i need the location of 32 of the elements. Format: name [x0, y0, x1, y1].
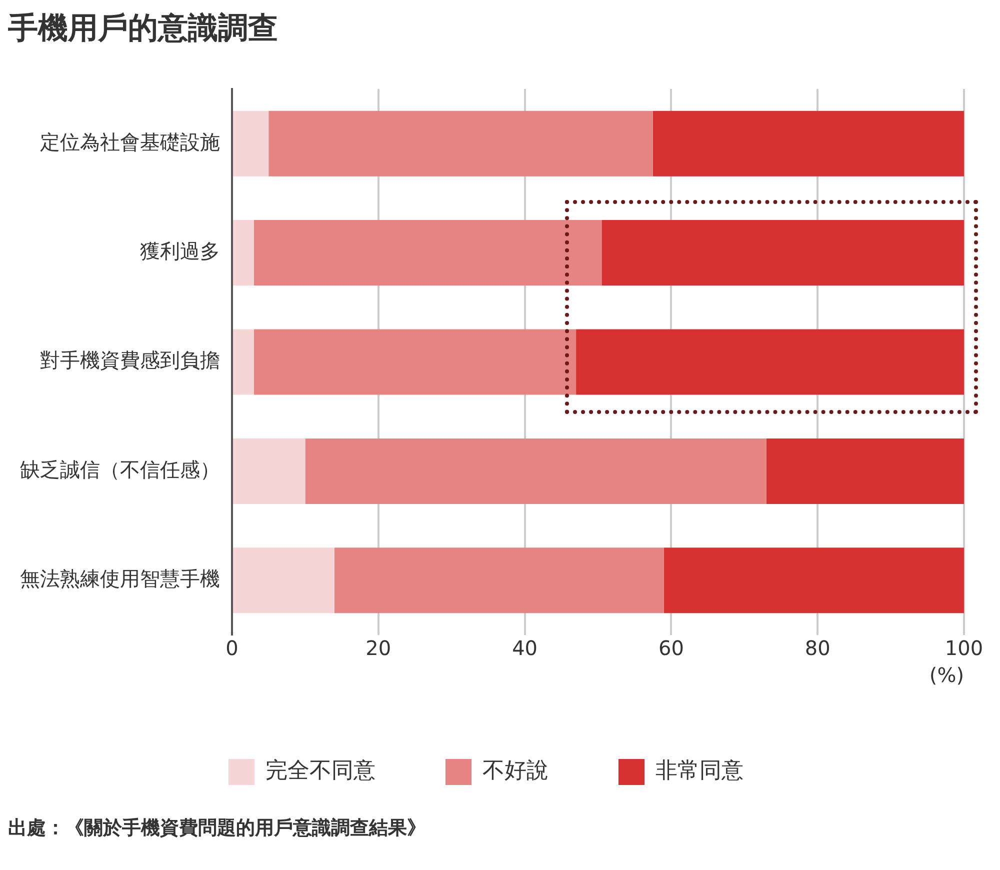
x-tick-label: 100 [944, 636, 984, 660]
bar [664, 548, 964, 614]
bar [233, 438, 306, 504]
x-tick-label: 60 [658, 636, 684, 660]
legend-label: 完全不同意 [266, 758, 376, 784]
x-axis-title: (%) [929, 663, 964, 688]
x-tick-label: 20 [366, 636, 392, 660]
y-tick-label: 獲利過多 [140, 239, 220, 264]
bar [576, 329, 964, 395]
bar [305, 438, 766, 504]
x-tick-label: 40 [512, 636, 538, 660]
legend-label: 非常同意 [656, 758, 744, 784]
bar [233, 329, 254, 395]
text: 出處：《關於手機資費問題的用戶意識調查結果》 [8, 816, 427, 841]
bar [233, 110, 269, 176]
y-tick-label: 對手機資費感到負擔 [40, 348, 220, 372]
bar [233, 220, 254, 286]
y-tick-label: 無法熟練使用智慧手機 [20, 566, 220, 591]
bar [334, 548, 664, 614]
bar [602, 220, 964, 286]
bar [652, 110, 964, 176]
bar [766, 438, 964, 504]
x-tick-label: 0 [226, 636, 238, 660]
bar [254, 329, 576, 395]
bar [254, 220, 602, 286]
legend-label: 不好說 [482, 758, 548, 784]
bar [233, 548, 334, 614]
bar [268, 110, 653, 176]
x-tick-label: 80 [804, 636, 830, 660]
y-tick-label: 定位為社會基礎設施 [40, 130, 220, 154]
chart-title: 手機用戶的意識調查 [8, 10, 279, 48]
y-tick-label: 缺乏誠信（不信任感） [20, 457, 220, 482]
